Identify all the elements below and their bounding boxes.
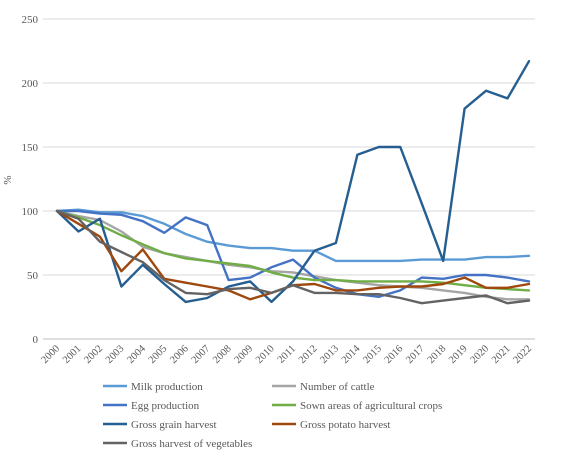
x-tick-label: 2011 — [276, 343, 298, 365]
x-tick-label: 2012 — [297, 343, 320, 366]
x-tick-label: 2007 — [190, 343, 213, 366]
x-tick-label: 2018 — [426, 343, 449, 366]
y-tick-label: 200 — [22, 78, 39, 90]
legend-item-number-of-cattle[interactable]: Number of cattle — [272, 381, 375, 393]
x-tick-label: 2004 — [125, 343, 148, 366]
x-tick-label: 2017 — [404, 343, 427, 366]
x-tick-label: 2005 — [147, 343, 170, 366]
legend-item-egg-production[interactable]: Egg production — [103, 400, 200, 412]
legend-item-milk-production[interactable]: Milk production — [103, 381, 203, 393]
series-line-egg-production — [55, 209, 531, 298]
y-tick-label: 150 — [22, 142, 39, 154]
x-tick-label: 2001 — [61, 343, 84, 366]
y-tick-label: 0 — [33, 334, 39, 346]
legend-label: Number of cattle — [300, 381, 375, 393]
legend-label: Sown areas of agricultural crops — [300, 400, 442, 412]
x-tick-label: 2021 — [490, 343, 513, 366]
legend-item-gross-harvest-of-vegetables[interactable]: Gross harvest of vegetables — [103, 438, 252, 450]
legend-label: Egg production — [131, 400, 200, 412]
legend-label: Gross grain harvest — [131, 419, 217, 431]
x-tick-labels: 2000200120022003200420052006200720082009… — [39, 343, 534, 366]
x-tick-label: 2014 — [340, 343, 363, 366]
y-tick-labels: 0 50 100 150 200 250 — [22, 14, 39, 346]
y-tick-label: 100 — [22, 206, 39, 218]
gridlines — [43, 18, 535, 276]
y-axis-label: % — [2, 175, 14, 184]
x-tick-label: 2006 — [168, 343, 191, 366]
x-tick-label: 2020 — [469, 343, 492, 366]
x-tick-label: 2022 — [511, 343, 534, 366]
legend-item-gross-grain-harvest[interactable]: Gross grain harvest — [103, 419, 217, 431]
x-tick-label: 2015 — [361, 343, 384, 366]
series-lines — [55, 60, 531, 305]
x-tick-label: 2003 — [104, 343, 127, 366]
legend-label: Milk production — [131, 381, 203, 393]
y-tick-label: 250 — [22, 14, 39, 26]
x-tick-label: 2010 — [254, 343, 277, 366]
legend[interactable]: Milk production Number of cattle Egg produ… — [103, 381, 442, 450]
series-line-gross-grain-harvest — [55, 60, 531, 304]
series-line-sown-areas-of-agricultural-crops — [55, 209, 531, 292]
legend-label: Gross harvest of vegetables — [131, 438, 252, 450]
x-tick-label: 2019 — [447, 343, 470, 366]
series-line-gross-harvest-of-vegetables — [55, 209, 531, 305]
legend-label: Gross potato harvest — [300, 419, 390, 431]
x-tick-label: 2013 — [318, 343, 341, 366]
x-tick-label: 2016 — [383, 343, 406, 366]
legend-item-gross-potato-harvest[interactable]: Gross potato harvest — [272, 419, 390, 431]
legend-item-sown-areas-of-agricultural-crops[interactable]: Sown areas of agricultural crops — [272, 400, 442, 412]
x-tick-label: 2000 — [39, 343, 62, 366]
x-tick-label: 2009 — [233, 343, 256, 366]
y-tick-label: 50 — [27, 270, 39, 282]
x-tick-label: 2008 — [211, 343, 234, 366]
series-line-milk-production — [55, 208, 531, 263]
x-tick-label: 2002 — [82, 343, 105, 366]
